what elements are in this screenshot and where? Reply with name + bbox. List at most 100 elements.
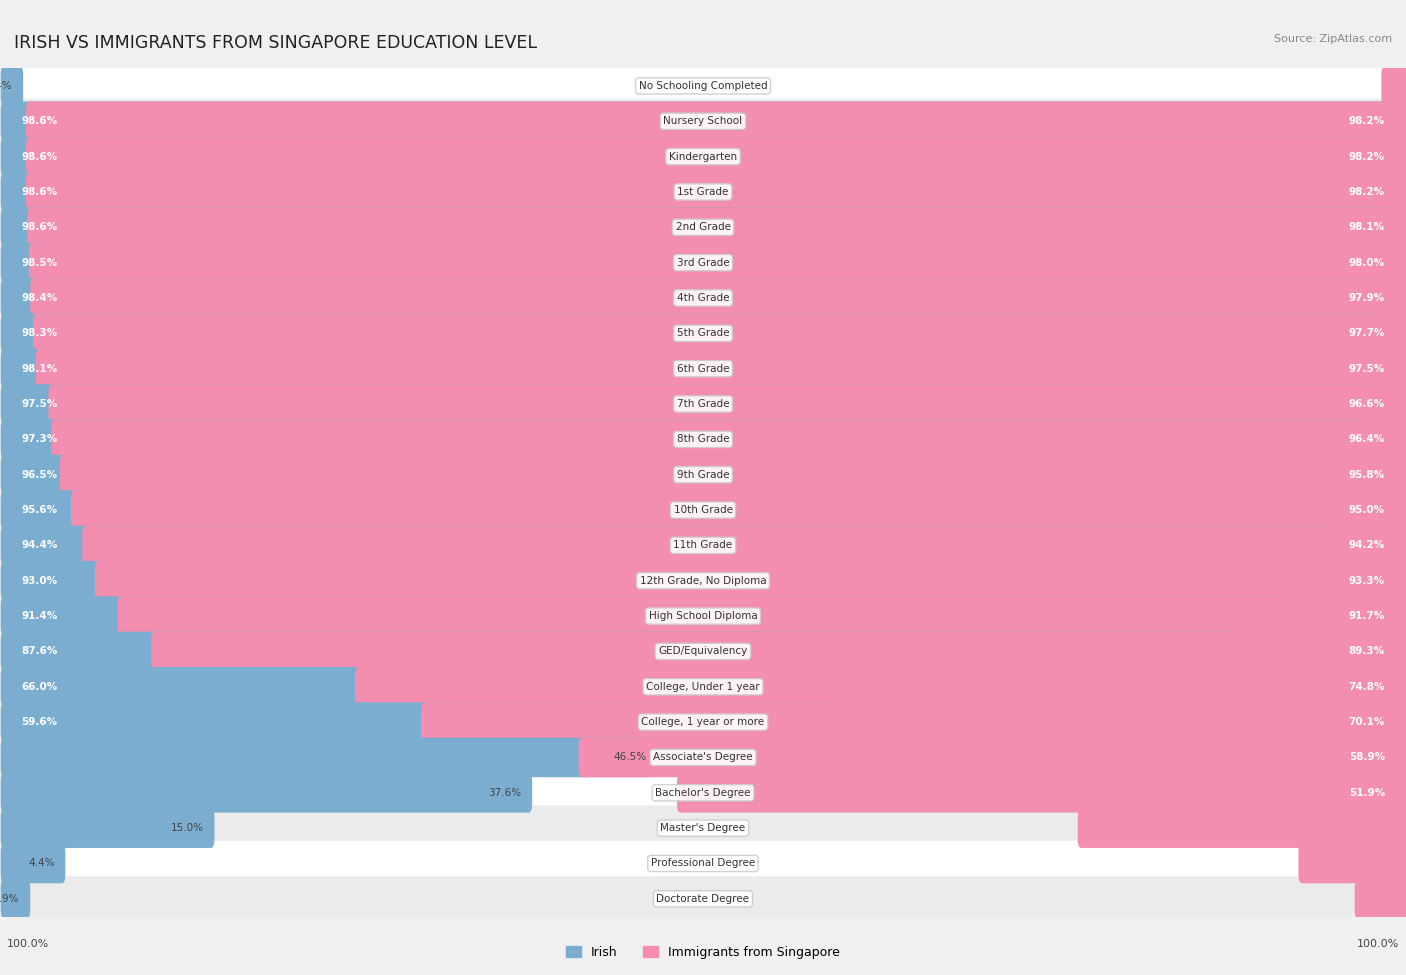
Text: 10th Grade: 10th Grade — [673, 505, 733, 515]
FancyBboxPatch shape — [3, 134, 1403, 179]
FancyBboxPatch shape — [3, 877, 1403, 921]
FancyBboxPatch shape — [678, 773, 1406, 812]
Text: 98.2%: 98.2% — [1348, 116, 1385, 127]
FancyBboxPatch shape — [0, 66, 22, 105]
Text: Doctorate Degree: Doctorate Degree — [657, 894, 749, 904]
FancyBboxPatch shape — [51, 419, 1406, 459]
Text: Kindergarten: Kindergarten — [669, 151, 737, 162]
Text: 1.9%: 1.9% — [0, 894, 20, 904]
Text: 98.6%: 98.6% — [21, 222, 58, 232]
FancyBboxPatch shape — [70, 490, 1406, 529]
Text: 9th Grade: 9th Grade — [676, 470, 730, 480]
FancyBboxPatch shape — [422, 702, 1406, 742]
Text: 5th Grade: 5th Grade — [676, 329, 730, 338]
FancyBboxPatch shape — [0, 455, 1361, 494]
Text: 58.9%: 58.9% — [1348, 753, 1385, 762]
FancyBboxPatch shape — [117, 597, 1406, 636]
Text: 100.0%: 100.0% — [7, 939, 49, 949]
FancyBboxPatch shape — [25, 136, 1406, 176]
FancyBboxPatch shape — [1077, 808, 1406, 848]
Text: 4.4%: 4.4% — [28, 858, 55, 869]
Text: Nursery School: Nursery School — [664, 116, 742, 127]
Text: 98.5%: 98.5% — [21, 257, 58, 268]
Text: 74.8%: 74.8% — [1348, 682, 1385, 692]
FancyBboxPatch shape — [0, 349, 1384, 388]
FancyBboxPatch shape — [0, 208, 1389, 247]
FancyBboxPatch shape — [3, 170, 1403, 214]
FancyBboxPatch shape — [0, 136, 1389, 176]
Text: 94.4%: 94.4% — [21, 540, 58, 551]
Text: 3rd Grade: 3rd Grade — [676, 257, 730, 268]
FancyBboxPatch shape — [3, 523, 1403, 568]
FancyBboxPatch shape — [1355, 879, 1406, 918]
FancyBboxPatch shape — [0, 101, 1389, 141]
FancyBboxPatch shape — [3, 735, 1403, 780]
FancyBboxPatch shape — [0, 314, 1386, 353]
FancyBboxPatch shape — [3, 488, 1403, 532]
FancyBboxPatch shape — [0, 526, 1331, 565]
FancyBboxPatch shape — [0, 738, 658, 777]
FancyBboxPatch shape — [0, 243, 1389, 283]
FancyBboxPatch shape — [3, 452, 1403, 497]
Text: 70.1%: 70.1% — [1348, 717, 1385, 727]
Text: 98.4%: 98.4% — [21, 292, 58, 303]
Text: 91.4%: 91.4% — [21, 611, 58, 621]
Text: 89.3%: 89.3% — [1348, 646, 1385, 656]
Text: 37.6%: 37.6% — [488, 788, 522, 798]
FancyBboxPatch shape — [3, 770, 1403, 815]
FancyBboxPatch shape — [152, 632, 1406, 671]
Text: 98.0%: 98.0% — [1348, 257, 1385, 268]
Text: 97.9%: 97.9% — [1348, 292, 1385, 303]
Text: 2nd Grade: 2nd Grade — [675, 222, 731, 232]
FancyBboxPatch shape — [0, 278, 1388, 318]
FancyBboxPatch shape — [3, 558, 1403, 604]
FancyBboxPatch shape — [25, 173, 1406, 212]
FancyBboxPatch shape — [82, 526, 1406, 565]
Text: IRISH VS IMMIGRANTS FROM SINGAPORE EDUCATION LEVEL: IRISH VS IMMIGRANTS FROM SINGAPORE EDUCA… — [14, 34, 537, 52]
Text: 96.5%: 96.5% — [21, 470, 58, 480]
Text: Professional Degree: Professional Degree — [651, 858, 755, 869]
Text: 98.2%: 98.2% — [1348, 187, 1385, 197]
Text: 97.7%: 97.7% — [1348, 329, 1385, 338]
FancyBboxPatch shape — [0, 667, 932, 707]
Text: Associate's Degree: Associate's Degree — [654, 753, 752, 762]
Text: College, Under 1 year: College, Under 1 year — [647, 682, 759, 692]
FancyBboxPatch shape — [1299, 843, 1406, 883]
FancyBboxPatch shape — [25, 101, 1406, 141]
Text: 91.7%: 91.7% — [1348, 611, 1385, 621]
Text: No Schooling Completed: No Schooling Completed — [638, 81, 768, 91]
Text: GED/Equivalency: GED/Equivalency — [658, 646, 748, 656]
FancyBboxPatch shape — [0, 843, 66, 883]
FancyBboxPatch shape — [0, 773, 533, 812]
Text: 96.4%: 96.4% — [1348, 434, 1385, 445]
FancyBboxPatch shape — [28, 243, 1406, 283]
Text: 98.3%: 98.3% — [21, 329, 58, 338]
Text: 6th Grade: 6th Grade — [676, 364, 730, 373]
Text: 98.1%: 98.1% — [21, 364, 58, 373]
Text: 98.2%: 98.2% — [1348, 151, 1385, 162]
Text: 94.2%: 94.2% — [1348, 540, 1385, 551]
Text: 8th Grade: 8th Grade — [676, 434, 730, 445]
Text: 1.4%: 1.4% — [0, 81, 13, 91]
Text: 59.6%: 59.6% — [21, 717, 58, 727]
Text: High School Diploma: High School Diploma — [648, 611, 758, 621]
Text: 98.6%: 98.6% — [21, 151, 58, 162]
FancyBboxPatch shape — [0, 173, 1389, 212]
FancyBboxPatch shape — [3, 63, 1403, 108]
FancyBboxPatch shape — [30, 278, 1406, 318]
Text: 7th Grade: 7th Grade — [676, 399, 730, 410]
FancyBboxPatch shape — [37, 349, 1406, 388]
Text: 97.5%: 97.5% — [1348, 364, 1385, 373]
FancyBboxPatch shape — [3, 346, 1403, 391]
FancyBboxPatch shape — [0, 490, 1348, 529]
FancyBboxPatch shape — [3, 629, 1403, 674]
Text: Bachelor's Degree: Bachelor's Degree — [655, 788, 751, 798]
FancyBboxPatch shape — [579, 738, 1406, 777]
FancyBboxPatch shape — [0, 597, 1289, 636]
Text: 97.3%: 97.3% — [21, 434, 58, 445]
Text: 46.5%: 46.5% — [613, 753, 647, 762]
FancyBboxPatch shape — [28, 208, 1406, 247]
FancyBboxPatch shape — [1381, 66, 1406, 105]
Text: 97.5%: 97.5% — [21, 399, 58, 410]
FancyBboxPatch shape — [356, 667, 1406, 707]
